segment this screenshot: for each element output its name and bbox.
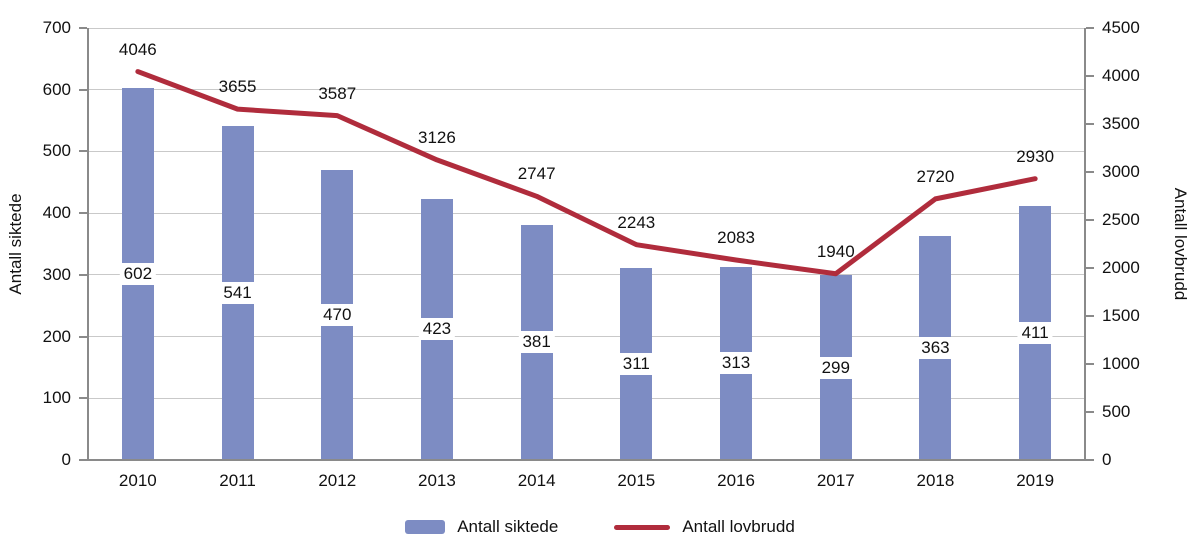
right-axis-tick-label: 4500: [1102, 18, 1140, 37]
right-axis-title: Antall lovbrudd: [1171, 187, 1190, 301]
left-axis-tick: [79, 273, 87, 276]
x-axis-label: 2018: [916, 471, 955, 490]
gridline: [88, 27, 1085, 29]
right-axis-tick-label: 500: [1102, 402, 1131, 421]
right-axis-tick: [1086, 315, 1094, 317]
legend-label-siktede: Antall siktede: [457, 517, 559, 536]
bar-value-label: 311: [618, 353, 654, 376]
bar-series-swatch: [405, 520, 446, 534]
line-value-label: 3655: [218, 77, 257, 97]
gridline: [88, 212, 1085, 214]
right-axis-tick-label: 2000: [1102, 258, 1140, 277]
right-axis-tick-label: 3000: [1102, 162, 1140, 181]
line-series: [135, 69, 1038, 277]
bar-value-label: 541: [219, 282, 256, 305]
right-axis-tick-label: 4000: [1102, 66, 1140, 85]
right-axis-tick: [1086, 267, 1094, 269]
gridline: [88, 274, 1085, 276]
right-axis-tick-label: 0: [1102, 450, 1112, 469]
bar-value-label: 411: [1017, 322, 1053, 345]
line-value-label: 4046: [118, 39, 157, 59]
left-axis-tick-label: 700: [42, 18, 71, 37]
x-axis-label: 2010: [118, 471, 157, 490]
line-value-label: 2747: [517, 164, 556, 184]
left-axis-tick-label: 200: [42, 326, 71, 346]
line-value-label: 2083: [717, 228, 755, 248]
bar-value-label: 363: [917, 336, 954, 359]
line-value-label: 1940: [816, 241, 855, 261]
gridline: [88, 150, 1085, 152]
left-axis-tick-label: 500: [42, 141, 71, 161]
line-value-label: 2930: [1016, 146, 1055, 166]
right-axis-tick: [1086, 219, 1094, 221]
right-axis-tick: [1086, 411, 1094, 413]
line-value-label: 2243: [617, 212, 656, 232]
right-axis-tick-label: 1000: [1102, 354, 1140, 373]
gridline: [88, 336, 1085, 338]
line-series-swatch: [614, 524, 671, 530]
bar-value-label: 299: [817, 356, 854, 379]
left-axis-tick: [79, 459, 87, 461]
bar-value-label: 423: [418, 318, 456, 341]
x-axis-label: 2017: [816, 471, 855, 490]
legend-item-siktede: Antall siktede: [405, 517, 558, 537]
x-axis-label: 2019: [1016, 471, 1055, 490]
right-axis-tick-label: 1500: [1102, 306, 1140, 325]
x-axis-label: 2015: [617, 471, 656, 490]
legend: Antall siktede Antall lovbrudd: [0, 517, 1200, 537]
x-axis-label: 2016: [717, 471, 755, 490]
right-axis-tick: [1086, 459, 1094, 461]
line-value-label: 3126: [418, 127, 456, 147]
left-axis-tick: [79, 27, 87, 29]
left-axis-tick: [79, 335, 87, 338]
right-axis-tick: [1086, 171, 1094, 173]
right-axis-tick-label: 3500: [1102, 114, 1140, 133]
bar-value-label: 313: [717, 352, 755, 375]
left-axis-tick: [79, 397, 87, 400]
x-axis-label: 2011: [219, 471, 256, 490]
left-axis-tick-label: 400: [42, 203, 71, 223]
left-axis-tick: [79, 212, 87, 215]
right-axis-tick: [1086, 27, 1094, 29]
line-value-label: 2720: [916, 166, 955, 186]
x-axis-line: [87, 459, 1086, 461]
plot-area: 602 541 470 423 381 311 313 299 363 411 4046 3655 35…: [87, 27, 1086, 461]
right-axis-tick: [1086, 363, 1094, 365]
right-axis-tick: [1086, 75, 1094, 77]
bar-value-label: 470: [319, 303, 356, 326]
left-axis-tick-label: 300: [42, 264, 71, 284]
right-axis-line: [1084, 28, 1086, 461]
left-axis-tick-label: 0: [61, 450, 71, 469]
bar-value-label: 381: [518, 331, 555, 354]
gridline: [88, 397, 1085, 399]
left-axis-tick: [79, 88, 87, 91]
right-axis-tick-label: 2500: [1102, 210, 1140, 229]
legend-label-lovbrudd: Antall lovbrudd: [682, 517, 795, 536]
legend-item-lovbrudd: Antall lovbrudd: [614, 517, 795, 537]
x-axis-label: 2012: [318, 471, 357, 490]
left-axis-tick-label: 600: [42, 79, 71, 99]
x-axis-label: 2014: [517, 471, 556, 490]
line-value-label: 3587: [318, 83, 357, 103]
left-axis-tick: [79, 150, 87, 153]
left-axis-line: [87, 28, 89, 461]
gridline: [88, 89, 1085, 91]
x-axis-label: 2013: [418, 471, 456, 490]
right-axis-tick: [1086, 123, 1094, 125]
bar-value-label: 602: [119, 263, 157, 286]
left-axis-tick-label: 100: [42, 388, 71, 408]
